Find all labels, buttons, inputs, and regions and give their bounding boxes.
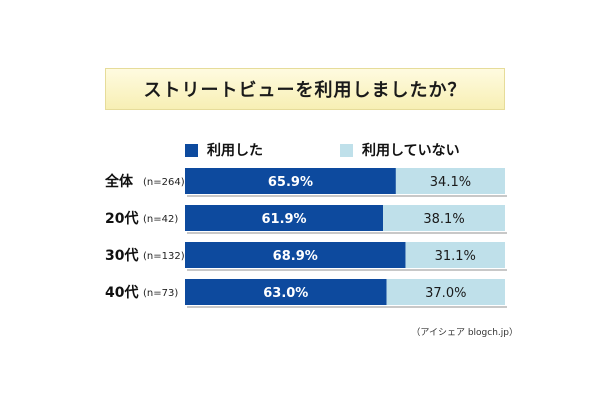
- data-label-used: 63.0%: [263, 286, 308, 301]
- data-label-not-used: 34.1%: [430, 175, 471, 190]
- category-sample-size: (n=42): [143, 214, 178, 225]
- legend-swatch-used: [185, 143, 198, 157]
- source-credit: （アイシェア blogch.jp）: [411, 328, 518, 338]
- chart-title-box: ストリートビューを利用しましたか？: [105, 68, 505, 110]
- bar-segment-used: [185, 168, 396, 194]
- data-label-used: 61.9%: [261, 212, 306, 227]
- bar-segment-used: [185, 205, 384, 231]
- legend-label-used: 利用した: [207, 143, 263, 159]
- legend-item-not-used: 利用していない: [340, 140, 460, 160]
- bar-segment-used: [185, 242, 406, 268]
- bar-segment-not-used: [383, 205, 505, 231]
- bar-segment-not-used: [405, 242, 505, 268]
- category-label: 全体: [104, 173, 134, 190]
- data-label-used: 68.9%: [273, 249, 318, 264]
- legend-item-used: 利用した: [185, 140, 263, 160]
- chart-title: ストリートビューを利用しましたか？: [143, 80, 467, 101]
- data-label-not-used: 37.0%: [425, 286, 466, 301]
- bar-segment-not-used: [386, 279, 505, 305]
- category-sample-size: (n=264): [143, 177, 185, 188]
- category-sample-size: (n=132): [143, 251, 185, 262]
- data-label-not-used: 31.1%: [435, 249, 476, 264]
- legend-swatch-not-used: [340, 143, 353, 157]
- category-sample-size: (n=73): [143, 288, 178, 299]
- legend-label-not-used: 利用していない: [362, 143, 460, 159]
- bar-segment-used: [185, 279, 387, 305]
- category-label: 30代: [105, 247, 138, 264]
- category-label: 20代: [105, 210, 138, 227]
- category-label: 40代: [105, 284, 138, 301]
- bar-segment-not-used: [395, 168, 505, 194]
- data-label-used: 65.9%: [268, 175, 313, 190]
- data-label-not-used: 38.1%: [423, 212, 464, 227]
